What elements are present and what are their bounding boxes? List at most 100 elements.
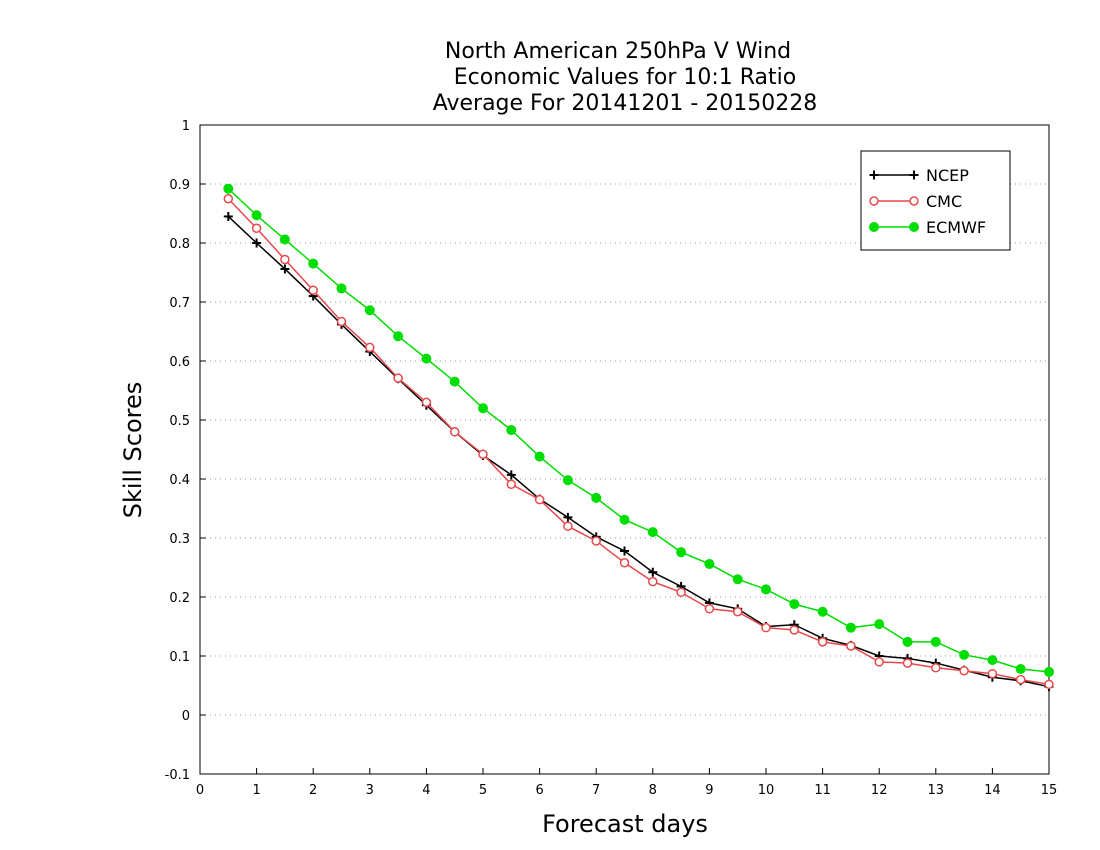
axis-ticks: -0.100.10.20.30.40.50.60.70.80.910 1 2 3 4 5 6… bbox=[165, 119, 1058, 798]
data-point-cmc bbox=[704, 604, 715, 614]
data-point-ecmwf bbox=[591, 492, 602, 503]
legend-item-ecmwf: ECMWF bbox=[869, 218, 986, 237]
series-ncep bbox=[223, 211, 1054, 692]
data-point-ncep bbox=[252, 238, 262, 248]
series-line-ecmwf bbox=[227, 188, 1050, 673]
data-point-ecmwf bbox=[364, 305, 375, 316]
y-tick-label: -0.1 bbox=[165, 768, 190, 783]
y-axis-label: Skill Scores bbox=[119, 382, 147, 519]
legend-marker-cmc bbox=[869, 196, 879, 206]
data-point-ecmwf bbox=[676, 547, 687, 558]
data-point-ncep bbox=[620, 546, 629, 556]
x-tick-label: 3 bbox=[366, 783, 374, 798]
legend: NCEP CMC ECMWF bbox=[860, 150, 1011, 251]
chart-title-line-1: North American 250hPa V Wind bbox=[445, 39, 791, 64]
data-point-cmc bbox=[506, 479, 517, 490]
y-tick-label: 0.5 bbox=[169, 414, 190, 429]
gridlines bbox=[200, 183, 1049, 716]
y-tick-label: 0.3 bbox=[169, 532, 190, 547]
data-point-cmc bbox=[336, 316, 347, 327]
data-point-cmc bbox=[365, 342, 375, 353]
legend-marker-ncep bbox=[869, 170, 879, 180]
data-point-ecmwf bbox=[534, 451, 545, 462]
data-point-ecmwf bbox=[902, 636, 913, 647]
x-tick-label: 5 bbox=[479, 783, 487, 798]
data-point-cmc bbox=[987, 668, 998, 679]
x-tick-label: 15 bbox=[1041, 783, 1058, 798]
data-point-cmc bbox=[619, 558, 630, 568]
x-tick-label: 13 bbox=[928, 783, 945, 798]
data-point-ecmwf bbox=[761, 584, 771, 595]
legend-item-ncep: NCEP bbox=[869, 166, 969, 185]
data-point-ecmwf bbox=[874, 619, 885, 630]
data-point-cmc bbox=[393, 373, 403, 383]
data-point-cmc bbox=[1015, 674, 1026, 685]
y-tick-label: 0 bbox=[182, 709, 190, 724]
data-point-cmc bbox=[931, 663, 941, 673]
legend-label-ncep: NCEP bbox=[926, 166, 969, 185]
data-point-ncep bbox=[506, 470, 516, 480]
x-tick-label: 4 bbox=[422, 783, 430, 798]
y-tick-label: 0.7 bbox=[169, 296, 190, 311]
x-tick-label: 8 bbox=[649, 783, 657, 798]
series-lines bbox=[223, 183, 1054, 692]
data-point-cmc bbox=[817, 637, 828, 647]
data-point-cmc bbox=[563, 521, 573, 531]
data-point-cmc bbox=[591, 536, 601, 546]
data-point-cmc bbox=[676, 587, 686, 598]
data-point-ecmwf bbox=[449, 376, 460, 387]
data-point-ecmwf bbox=[845, 622, 856, 633]
data-point-ecmwf bbox=[279, 234, 290, 245]
data-point-ecmwf bbox=[336, 283, 347, 294]
series-ecmwf bbox=[223, 183, 1054, 677]
x-tick-label: 2 bbox=[309, 783, 317, 798]
data-point-ecmwf bbox=[223, 183, 234, 194]
x-tick-label: 9 bbox=[705, 783, 713, 798]
data-point-ecmwf bbox=[930, 636, 941, 647]
data-point-ecmwf bbox=[619, 514, 630, 525]
data-point-ecmwf bbox=[393, 331, 404, 342]
data-point-ecmwf bbox=[1015, 663, 1026, 674]
x-tick-label: 6 bbox=[535, 783, 543, 798]
data-point-ecmwf bbox=[789, 599, 800, 610]
data-point-ncep bbox=[563, 512, 573, 522]
legend-marker-ncep bbox=[909, 170, 919, 180]
data-point-cmc bbox=[874, 657, 884, 667]
legend-item-cmc: CMC bbox=[869, 192, 962, 211]
data-point-cmc bbox=[449, 427, 460, 437]
data-point-ecmwf bbox=[647, 527, 658, 538]
y-tick-label: 0.1 bbox=[169, 650, 190, 665]
x-tick-label: 0 bbox=[196, 783, 204, 798]
legend-marker-ecmwf bbox=[869, 222, 879, 232]
legend-marker-ecmwf bbox=[909, 222, 919, 232]
data-point-ecmwf bbox=[704, 558, 715, 569]
data-point-cmc bbox=[648, 576, 658, 587]
data-point-ecmwf bbox=[562, 475, 573, 486]
data-point-ecmwf bbox=[478, 403, 488, 414]
data-point-cmc bbox=[959, 666, 969, 676]
data-point-ecmwf bbox=[421, 353, 432, 364]
data-point-cmc bbox=[308, 285, 318, 295]
data-point-cmc bbox=[1044, 679, 1054, 690]
data-point-cmc bbox=[251, 223, 262, 233]
data-point-cmc bbox=[846, 641, 856, 651]
y-tick-label: 0.8 bbox=[169, 237, 190, 252]
y-tick-label: 0.2 bbox=[169, 591, 190, 606]
x-tick-label: 10 bbox=[758, 783, 775, 798]
chart-title-line-2: Economic Values for 10:1 Ratio bbox=[454, 65, 796, 90]
y-tick-label: 0.4 bbox=[169, 473, 190, 488]
y-tick-label: 1 bbox=[182, 119, 190, 134]
series-line-cmc bbox=[227, 198, 1050, 686]
data-point-ecmwf bbox=[308, 258, 319, 269]
data-point-cmc bbox=[223, 194, 234, 204]
data-point-ncep bbox=[223, 211, 233, 221]
data-point-cmc bbox=[421, 397, 432, 408]
data-point-ecmwf bbox=[817, 606, 828, 617]
data-point-cmc bbox=[478, 449, 488, 459]
legend-label-cmc: CMC bbox=[926, 192, 962, 211]
data-point-cmc bbox=[732, 607, 743, 617]
y-tick-label: 0.9 bbox=[169, 178, 190, 193]
chart-title: North American 250hPa V Wind Economic Va… bbox=[433, 39, 818, 116]
x-tick-label: 1 bbox=[252, 783, 260, 798]
legend-marker-cmc bbox=[909, 196, 919, 206]
